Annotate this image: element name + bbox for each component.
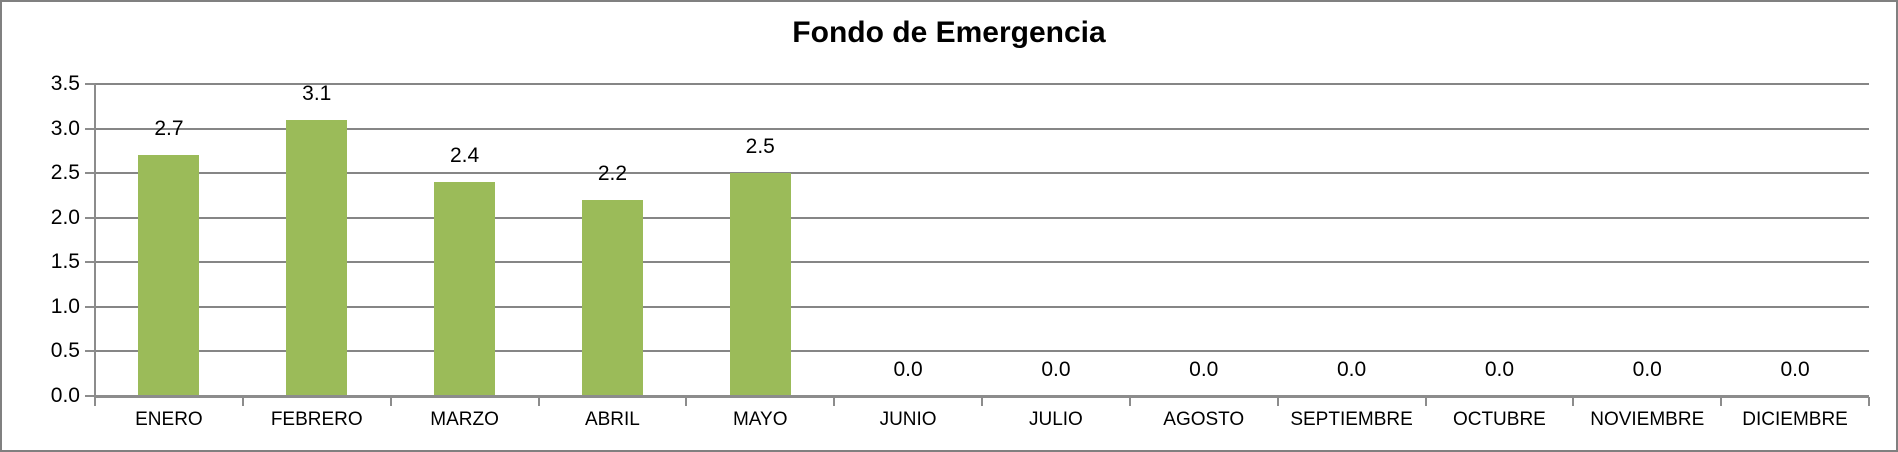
x-axis-category-label: SEPTIEMBRE [1290, 409, 1413, 430]
gridline [95, 127, 1869, 130]
y-axis-label: 0.0 [50, 384, 80, 407]
x-axis-category-label: JUNIO [879, 409, 937, 430]
x-axis-category-label: FEBRERO [270, 409, 363, 430]
y-axis-tick [85, 172, 95, 175]
y-axis-tick [85, 127, 95, 130]
x-axis-tick [1276, 397, 1279, 406]
gridline [95, 305, 1869, 308]
y-axis-tick [85, 350, 95, 353]
y-axis-label: 3.5 [50, 72, 80, 95]
gridline [95, 172, 1869, 175]
x-axis-tick [685, 397, 688, 406]
bar-value-label: 0.0 [1484, 358, 1515, 381]
y-axis-tick [85, 305, 95, 308]
gridline [95, 83, 1869, 85]
x-axis-tick [1128, 397, 1131, 406]
y-axis-tick [85, 395, 95, 397]
x-axis-tick [981, 397, 983, 406]
x-axis-category-label: OCTUBRE [1452, 409, 1546, 430]
chart-title: Fondo de Emergencia [792, 16, 1106, 49]
x-axis-category-label: DICIEMBRE [1742, 409, 1848, 430]
bar-value-label: 0.0 [1336, 358, 1367, 381]
gridline [95, 261, 1869, 264]
bar-value-label: 0.0 [1632, 358, 1662, 381]
bar-abril [581, 200, 643, 396]
bar-value-label: 2.2 [597, 162, 628, 185]
bar-value-label: 0.0 [1189, 358, 1219, 381]
x-axis-tick [241, 397, 244, 406]
x-axis-category-label: NOVIEMBRE [1590, 409, 1705, 430]
y-axis-label: 0.5 [50, 339, 80, 363]
x-axis-tick [1720, 397, 1723, 406]
bar-value-label: 0.0 [1041, 358, 1071, 381]
y-axis-label: 2.5 [50, 161, 80, 185]
x-axis-tick [94, 397, 96, 406]
bar-mayo [729, 173, 791, 396]
bar-febrero [286, 120, 348, 396]
bar-value-label: 2.4 [449, 144, 480, 167]
gridline [95, 350, 1869, 353]
x-axis-category-label: AGOSTO [1163, 409, 1245, 430]
bar-enero [138, 155, 200, 396]
bar-value-label: 2.5 [745, 135, 775, 158]
x-axis-tick [389, 397, 392, 406]
y-axis-line [94, 84, 96, 396]
y-axis-label: 1.0 [50, 294, 80, 318]
y-axis-tick [85, 216, 95, 219]
y-axis-label: 2.0 [50, 205, 80, 229]
bar-value-label: 0.0 [893, 358, 923, 381]
x-axis-category-label: ENERO [135, 409, 203, 430]
x-axis-line [95, 395, 1869, 398]
bar-value-label: 0.0 [1780, 358, 1810, 381]
x-axis-category-label: ABRIL [584, 409, 640, 430]
y-axis-label: 3.0 [50, 116, 80, 140]
y-axis-label: 1.5 [50, 250, 80, 274]
x-axis-category-label: MARZO [430, 409, 499, 430]
x-axis-tick [1868, 397, 1870, 406]
bar-value-label: 3.1 [302, 82, 332, 105]
y-axis-tick [85, 83, 95, 85]
x-axis-category-label: JULIO [1028, 409, 1083, 430]
gridline [95, 216, 1869, 219]
y-axis-tick [85, 261, 95, 264]
x-axis-tick [1424, 397, 1427, 406]
bar-value-label: 2.7 [154, 117, 184, 140]
x-axis-tick [1572, 397, 1575, 406]
x-axis-category-label: MAYO [732, 409, 788, 430]
bar-marzo [434, 182, 496, 396]
x-axis-tick [537, 397, 540, 406]
x-axis-tick [833, 397, 836, 406]
